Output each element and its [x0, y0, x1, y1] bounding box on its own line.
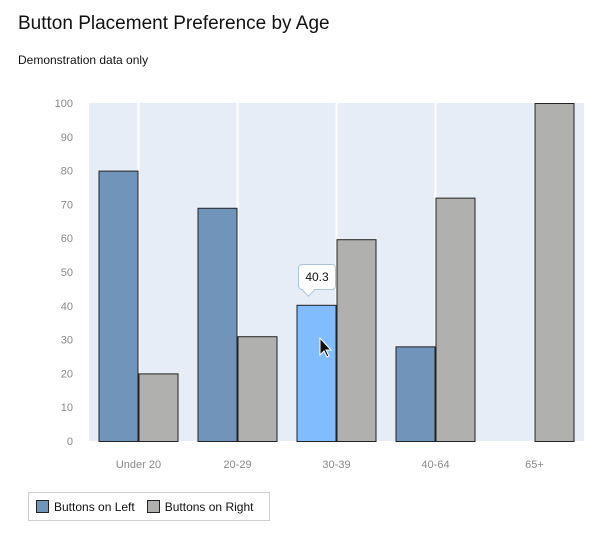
x-tick-label: Under 20	[116, 459, 161, 471]
cursor-arrow-icon	[319, 336, 333, 358]
y-tick-label: 100	[55, 98, 73, 110]
legend-item-left[interactable]: Buttons on Left	[36, 500, 135, 514]
y-tick-label: 50	[61, 267, 73, 279]
y-tick-label: 80	[61, 166, 73, 178]
bar-right-4	[534, 103, 575, 442]
y-tick-label: 0	[67, 436, 73, 448]
x-tick-label: 40-64	[421, 459, 449, 471]
bar-left-3	[395, 346, 436, 442]
y-tick-label: 70	[61, 199, 73, 211]
chart-title: Button Placement Preference by Age	[18, 13, 330, 34]
bar-right-2	[336, 239, 377, 442]
y-tick-label: 20	[61, 368, 73, 380]
legend-swatch-left	[36, 500, 49, 513]
legend-swatch-right	[146, 500, 160, 513]
legend-item-right[interactable]: Buttons on Right	[146, 499, 254, 514]
chart-subtitle: Demonstration data only	[18, 53, 149, 67]
bar-left-0	[98, 170, 139, 442]
y-tick-label: 40	[61, 301, 73, 313]
legend-label-right: Buttons on Right	[164, 499, 254, 514]
bar-right-3	[435, 197, 476, 442]
bar-right-0	[138, 373, 179, 442]
legend-label-left: Buttons on Left	[54, 499, 135, 514]
x-tick-label: 30-39	[322, 459, 350, 471]
x-tick-label: 65+	[525, 459, 544, 471]
x-tick-label: 20-29	[223, 459, 251, 471]
y-tick-label: 30	[61, 335, 73, 347]
bar-left-1	[197, 207, 238, 442]
y-tick-label: 10	[61, 402, 73, 414]
bar-left-2	[296, 304, 337, 443]
y-tick-label: 60	[61, 233, 73, 245]
bar-right-1	[237, 336, 278, 442]
chart-legend: Buttons on Left Buttons on Right	[28, 492, 270, 521]
value-tooltip: 40.3	[298, 264, 336, 290]
y-tick-label: 90	[61, 132, 73, 144]
